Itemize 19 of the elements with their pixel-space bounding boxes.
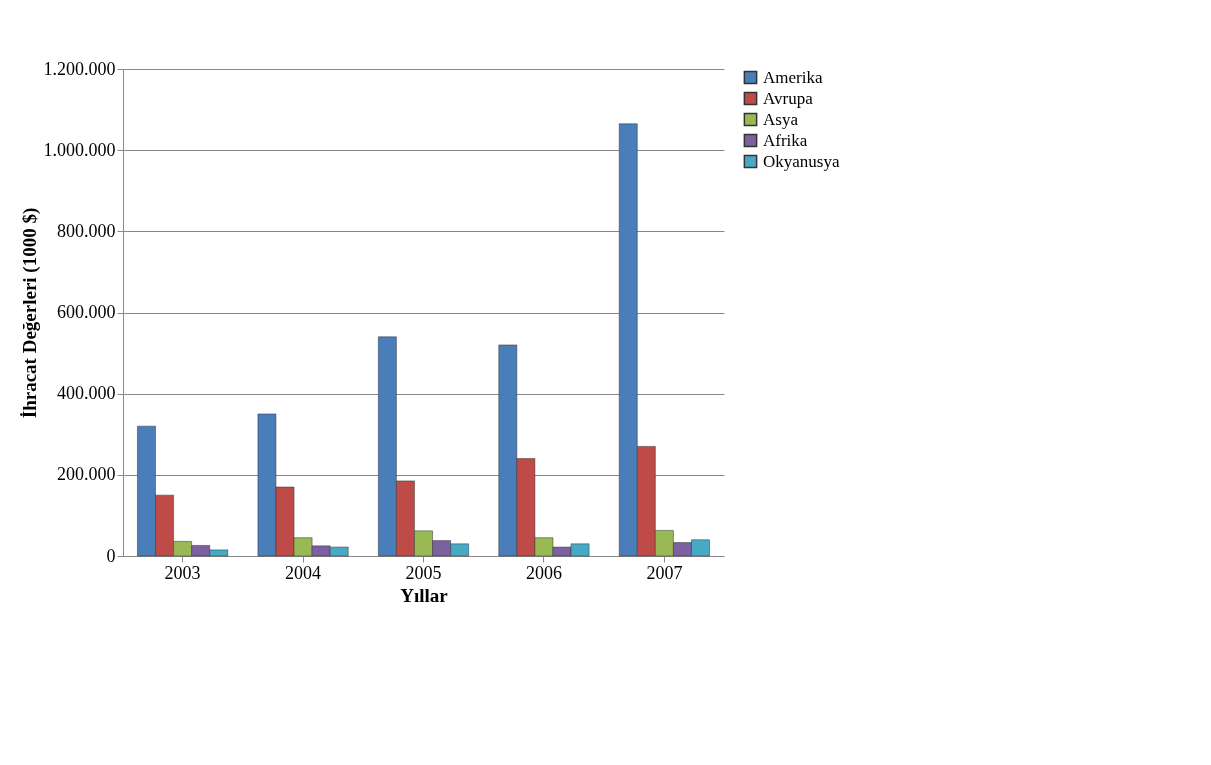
legend-label: Amerika	[763, 67, 823, 87]
y-axis-title: İhracat Değerleri (1000 $)	[18, 207, 41, 419]
x-tick-label: 2004	[285, 562, 322, 583]
legend-label: Avrupa	[763, 88, 814, 108]
legend-label: Asya	[763, 109, 799, 129]
x-tick-label: 2007	[646, 562, 683, 583]
x-tick-label: 2003	[164, 562, 201, 583]
y-tick-label: 0	[106, 545, 116, 566]
y-tick-label: 1.200.000	[43, 58, 116, 79]
y-tick-label: 200.000	[57, 464, 116, 485]
legend-label: Okyanusya	[763, 151, 840, 171]
y-tick-label: 800.000	[57, 220, 116, 241]
x-axis-title: Yıllar	[400, 584, 449, 606]
x-tick-label: 2006	[525, 562, 562, 583]
x-tick-label: 2005	[405, 562, 442, 583]
legend-label: Afrika	[763, 130, 808, 150]
y-tick-label: 400.000	[57, 383, 116, 404]
y-tick-label: 600.000	[57, 302, 116, 322]
y-tick-label: 1.000.000	[43, 139, 116, 160]
